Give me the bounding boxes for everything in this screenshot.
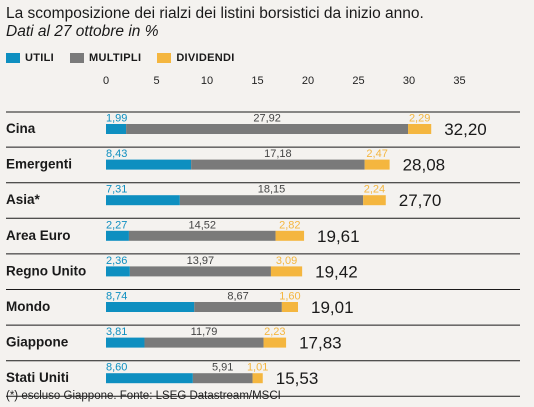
value-label-utili: 8,60 [106,362,127,374]
bar-segment-multipli [144,337,264,348]
value-label-utili: 1,99 [106,113,127,125]
legend-label-dividendi: DIVIDENDI [176,52,235,64]
bar-segment-multipli [126,124,409,134]
value-label-multipli: 27,92 [253,113,281,125]
x-tick-label: 20 [302,75,314,87]
x-tick-label: 5 [153,75,159,87]
category-label: Emergenti [6,157,72,172]
bar-segment-multipli [194,302,282,312]
x-tick-label: 10 [201,75,213,87]
value-label-dividendi: 2,23 [264,326,285,338]
legend-swatch-utili [6,53,20,63]
bar-segment-dividendi [363,195,386,206]
legend-item-dividendi: DIVIDENDI [157,52,234,64]
bar-segment-dividendi [364,159,390,170]
bar-segment-dividendi [275,230,305,241]
legend: UTILI MULTIPLI DIVIDENDI [6,52,251,64]
total-label: 19,42 [315,262,358,281]
total-label: 15,53 [276,369,319,388]
bar-segment-utili [106,266,130,277]
chart-title: La scomposizione dei rialzi dei listini … [6,5,424,22]
category-label: Cina [6,121,36,136]
value-label-multipli: 5,91 [212,362,233,374]
legend-label-utili: UTILI [25,52,54,64]
legend-label-multipli: MULTIPLI [89,52,142,64]
bar-segment-multipli [129,266,271,277]
value-label-utili: 8,74 [106,291,127,303]
value-label-dividendi: 2,47 [366,148,387,160]
value-label-dividendi: 2,29 [409,113,430,125]
category-label: Regno Unito [6,263,86,278]
x-tick-label: 0 [103,75,109,87]
value-label-dividendi: 1,01 [247,362,268,374]
legend-swatch-dividendi [157,53,172,63]
bar-segment-multipli [191,159,365,170]
total-label: 19,01 [311,298,354,317]
bar-segment-dividendi [270,266,303,277]
bar-segment-utili [106,302,195,312]
bar-segment-dividendi [263,337,287,348]
category-label: Asia* [6,192,41,207]
chart-subtitle: Dati al 27 ottobre in % [6,23,159,40]
value-label-multipli: 11,79 [191,326,218,338]
value-label-utili: 2,36 [106,255,127,267]
bar-segment-utili [106,124,127,134]
bar-segment-multipli [128,230,276,241]
category-label: Stati Uniti [6,370,69,385]
value-label-multipli: 13,97 [187,255,215,267]
bar-segment-multipli [179,195,364,206]
x-tick-label: 25 [352,75,364,87]
bar-segment-multipli [192,373,253,384]
category-label: Area Euro [6,228,71,243]
value-label-multipli: 18,15 [258,184,286,196]
bar-segment-dividendi [408,124,432,134]
value-label-multipli: 8,67 [227,291,248,303]
value-label-dividendi: 1,60 [279,291,300,303]
total-label: 17,83 [299,334,342,353]
value-label-multipli: 17,18 [264,148,292,160]
bar-segment-utili [106,373,193,384]
bar-segment-dividendi [252,373,263,384]
value-label-utili: 8,43 [106,148,127,160]
legend-item-multipli: MULTIPLI [70,52,141,64]
total-label: 19,61 [317,227,360,246]
source-note: (*) escluso Giappone. Fonte: LSEG Datast… [6,390,281,402]
bar-segment-utili [106,159,192,170]
category-label: Mondo [6,299,50,314]
value-label-dividendi: 2,82 [279,219,300,231]
x-tick-label: 15 [251,75,263,87]
value-label-utili: 2,27 [106,219,127,231]
x-tick-label: 30 [403,75,415,87]
value-label-dividendi: 2,24 [364,184,385,196]
legend-item-utili: UTILI [6,52,54,64]
legend-swatch-multipli [70,53,84,63]
bar-segment-utili [106,195,180,206]
category-label: Giappone [6,335,69,350]
bar-segment-utili [106,337,145,348]
total-label: 32,20 [444,120,487,139]
total-label: 28,08 [403,156,446,175]
total-label: 27,70 [399,191,442,210]
x-tick-label: 35 [453,75,465,87]
value-label-multipli: 14,52 [188,219,216,231]
value-label-dividendi: 3,09 [276,255,297,267]
value-label-utili: 3,81 [106,326,127,338]
bar-segment-utili [106,230,129,241]
bar-segment-dividendi [281,302,299,312]
value-label-utili: 7,31 [106,184,127,196]
